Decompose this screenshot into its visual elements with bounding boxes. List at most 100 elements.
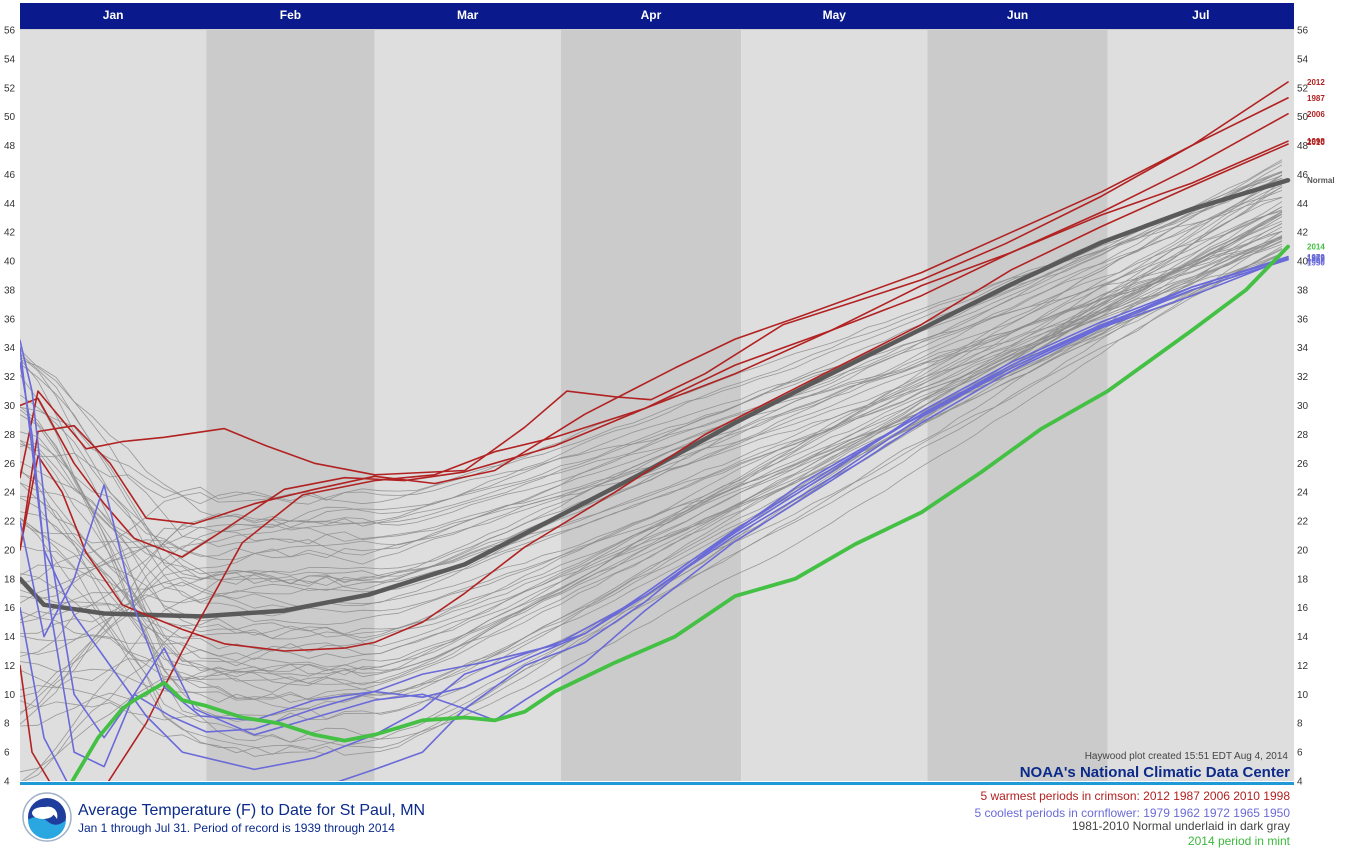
y-tick-left: 40 bbox=[4, 257, 16, 268]
y-tick-right: 8 bbox=[1297, 719, 1303, 730]
other-year-line bbox=[20, 238, 1283, 604]
y-tick-right: 12 bbox=[1297, 661, 1309, 672]
y-tick-right: 44 bbox=[1297, 199, 1309, 210]
y-tick-right: 16 bbox=[1297, 603, 1309, 614]
other-year-line bbox=[20, 172, 1283, 591]
series-line-1972 bbox=[20, 255, 1289, 768]
y-tick-left: 14 bbox=[4, 632, 16, 643]
y-tick-right: 42 bbox=[1297, 228, 1309, 239]
header-edge bbox=[20, 29, 1294, 30]
source-text: NOAA's National Climatic Data Center bbox=[1020, 764, 1290, 781]
y-tick-right: 52 bbox=[1297, 83, 1309, 94]
y-tick-left: 4 bbox=[4, 777, 10, 788]
y-tick-right: 18 bbox=[1297, 574, 1309, 585]
y-tick-right: 22 bbox=[1297, 517, 1309, 528]
series-end-label-1950: 1950 bbox=[1307, 259, 1325, 268]
series-line-1987 bbox=[20, 97, 1289, 551]
y-tick-left: 8 bbox=[4, 719, 10, 730]
y-tick-right: 28 bbox=[1297, 430, 1309, 441]
series-line-2014 bbox=[70, 244, 1290, 781]
bottom-rule bbox=[20, 782, 1294, 785]
y-tick-left: 22 bbox=[4, 517, 16, 528]
series-line-1962 bbox=[20, 258, 1289, 771]
y-tick-right: 36 bbox=[1297, 314, 1309, 325]
series-line-1950 bbox=[20, 258, 1289, 739]
series-end-label-2010: 2010 bbox=[1307, 138, 1325, 147]
other-year-line bbox=[20, 249, 1283, 639]
series-end-label-2006: 2006 bbox=[1307, 110, 1325, 119]
y-tick-left: 16 bbox=[4, 603, 16, 614]
month-label-apr: Apr bbox=[641, 8, 662, 22]
other-year-line bbox=[20, 236, 1283, 642]
y-tick-left: 10 bbox=[4, 690, 16, 701]
series-end-label-2012: 2012 bbox=[1307, 78, 1325, 87]
y-tick-left: 42 bbox=[4, 228, 16, 239]
y-tick-left: 54 bbox=[4, 54, 16, 65]
other-year-line bbox=[20, 245, 1283, 703]
y-tick-right: 32 bbox=[1297, 372, 1309, 383]
month-label-jul: Jul bbox=[1192, 8, 1209, 22]
y-tick-right: 40 bbox=[1297, 257, 1309, 268]
other-year-line bbox=[20, 220, 1283, 587]
other-year-line bbox=[20, 238, 1283, 701]
other-year-line bbox=[20, 237, 1283, 725]
y-tick-right: 38 bbox=[1297, 285, 1309, 296]
y-tick-right: 30 bbox=[1297, 401, 1309, 412]
y-tick-right: 6 bbox=[1297, 748, 1303, 759]
month-label-may: May bbox=[823, 8, 847, 22]
highlighted-series bbox=[20, 81, 1291, 781]
chart-title: Average Temperature (F) to Date for St P… bbox=[78, 802, 425, 819]
y-tick-left: 24 bbox=[4, 488, 16, 499]
legend-current: 2014 period in mint bbox=[1188, 834, 1291, 848]
y-tick-left: 32 bbox=[4, 372, 16, 383]
y-tick-left: 38 bbox=[4, 285, 16, 296]
other-year-line bbox=[20, 211, 1283, 640]
series-line-2012 bbox=[20, 81, 1289, 479]
month-band-feb bbox=[206, 30, 375, 781]
y-tick-right: 24 bbox=[1297, 488, 1309, 499]
other-year-line bbox=[20, 235, 1283, 754]
month-label-jun: Jun bbox=[1007, 8, 1028, 22]
month-bands bbox=[20, 30, 1294, 781]
y-tick-left: 18 bbox=[4, 574, 16, 585]
header-bar bbox=[20, 3, 1294, 29]
series-line-2006 bbox=[20, 113, 1289, 558]
series-line-1979 bbox=[20, 257, 1289, 781]
series-line-1998 bbox=[20, 140, 1289, 781]
series-line-normal bbox=[20, 177, 1291, 619]
y-tick-left: 36 bbox=[4, 314, 16, 325]
y-tick-left: 50 bbox=[4, 112, 16, 123]
other-year-line bbox=[20, 184, 1283, 600]
month-label-mar: Mar bbox=[457, 8, 479, 22]
month-header: Jan Feb Mar Apr May Jun Jul bbox=[20, 3, 1294, 30]
legend-normal: 1981-2010 Normal underlaid in dark gray bbox=[1072, 819, 1290, 833]
other-year-line bbox=[20, 177, 1283, 715]
other-year-line bbox=[20, 178, 1283, 560]
series-end-label-1972: 1972 bbox=[1307, 255, 1325, 264]
other-year-line bbox=[20, 209, 1283, 556]
y-tick-left: 34 bbox=[4, 343, 16, 354]
y-tick-right: 34 bbox=[1297, 343, 1309, 354]
other-year-line bbox=[20, 211, 1283, 747]
y-tick-right: 20 bbox=[1297, 545, 1309, 556]
other-years-lines bbox=[20, 159, 1283, 781]
y-tick-left: 6 bbox=[4, 748, 10, 759]
y-tick-right: 4 bbox=[1297, 777, 1303, 788]
series-end-label-1979: 1979 bbox=[1307, 253, 1325, 262]
other-year-line bbox=[20, 216, 1283, 617]
series-end-label-1965: 1965 bbox=[1307, 254, 1325, 263]
other-year-line bbox=[20, 223, 1283, 724]
legend-cool: 5 coolest periods in cornflower: 1979 19… bbox=[974, 806, 1290, 820]
y-tick-right: 50 bbox=[1297, 112, 1309, 123]
series-end-label-1962: 1962 bbox=[1307, 257, 1325, 266]
y-tick-right: 54 bbox=[1297, 54, 1309, 65]
legend-warm: 5 warmest periods in crimson: 2012 1987 … bbox=[980, 789, 1290, 803]
other-year-line bbox=[20, 161, 1283, 624]
series-end-label-1998: 1998 bbox=[1307, 137, 1325, 146]
noaa-logo bbox=[22, 792, 72, 842]
month-label-jan: Jan bbox=[103, 8, 124, 22]
y-tick-left: 30 bbox=[4, 401, 16, 412]
